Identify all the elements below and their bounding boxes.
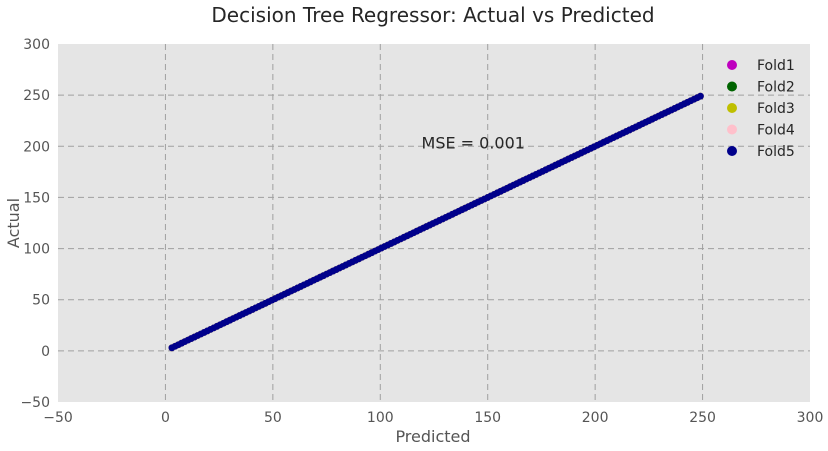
legend-item-fold3: Fold3 [727,101,795,117]
legend-marker [727,60,737,70]
y-tick-label: 0 [41,344,50,360]
y-tick-label: −50 [20,395,50,411]
legend-label: Fold3 [757,101,795,117]
legend-item-fold5: Fold5 [727,144,795,160]
y-tick-label: 250 [23,88,50,104]
x-tick-labels: −50 0 50 100 150 200 250 300 [43,410,823,426]
y-tick-label: 200 [23,139,50,155]
legend: Fold1 Fold2 Fold3 Fold4 Fold5 [727,58,795,160]
x-tick-label: 0 [161,410,170,426]
y-tick-label: 100 [23,242,50,258]
data-points [168,92,704,352]
x-tick-label: 300 [797,410,824,426]
legend-marker [727,81,737,92]
chart-title: Decision Tree Regressor: Actual vs Predi… [211,3,654,27]
legend-marker [727,146,737,156]
x-tick-label: 100 [367,410,394,426]
legend-label: Fold4 [757,123,795,139]
y-tick-label: 300 [23,37,50,53]
y-axis-label: Actual [4,198,23,248]
legend-item-fold1: Fold1 [727,58,795,74]
legend-item-fold4: Fold4 [727,123,795,139]
series-fold5 [168,92,704,352]
x-tick-label: 200 [582,410,609,426]
x-axis-label: Predicted [395,427,470,446]
grid-lines [58,44,810,402]
legend-marker [727,124,737,135]
x-tick-label: 50 [264,410,282,426]
legend-label: Fold2 [757,80,795,96]
legend-marker [727,103,737,113]
x-tick-label: 150 [474,410,501,426]
legend-label: Fold1 [757,58,795,74]
legend-label: Fold5 [757,144,795,160]
mse-annotation: MSE = 0.001 [422,133,525,152]
legend-item-fold2: Fold2 [727,80,795,96]
y-tick-labels: −50 0 50 100 150 200 250 300 [20,37,50,411]
x-tick-label: 250 [689,410,716,426]
y-tick-label: 150 [23,190,50,206]
data-point [697,92,704,100]
x-tick-label: −50 [43,410,73,426]
y-tick-label: 50 [32,293,50,309]
